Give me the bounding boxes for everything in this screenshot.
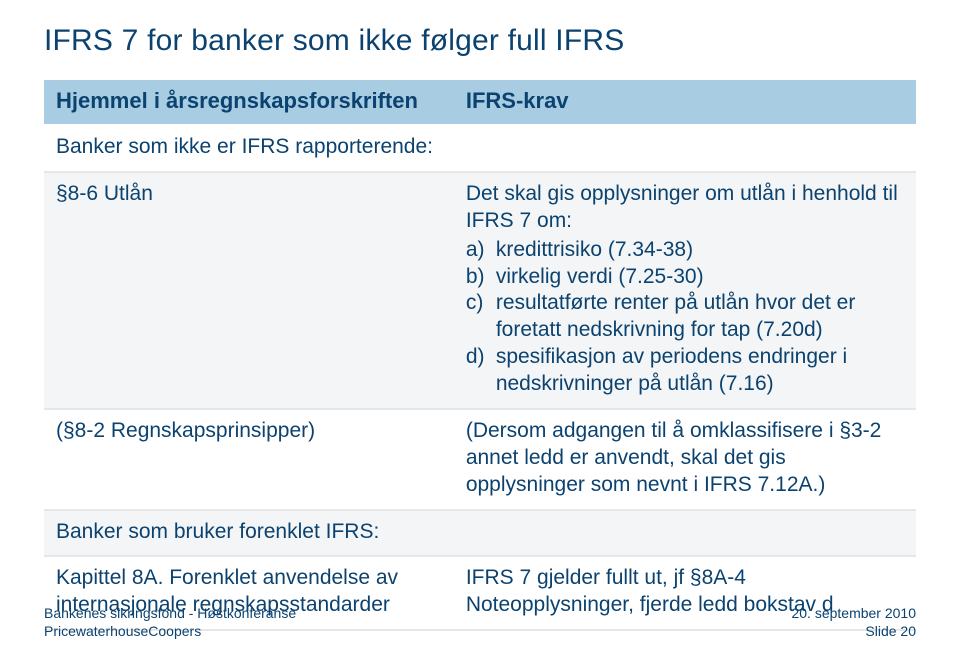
cell-right: Det skal gis opplysninger om utlån i hen… [454, 172, 916, 409]
cell-right-list: a) kredittrisiko (7.34-38) b) virkelig v… [466, 237, 904, 398]
list-label: a) [466, 237, 485, 264]
list-text: virkelig verdi (7.25-30) [496, 265, 704, 288]
list-label: d) [466, 344, 485, 371]
cell-left: §8-6 Utlån [44, 172, 454, 409]
footer-left: Bankenes sikringsfond - Høstkonferanse P… [44, 604, 296, 640]
header-right: IFRS-krav [454, 80, 916, 125]
slide: IFRS 7 for banker som ikke følger full I… [0, 0, 960, 658]
table-row: Banker som bruker forenklet IFRS: [44, 510, 916, 557]
table-header-row: Hjemmel i årsregnskapsforskriften IFRS-k… [44, 80, 916, 125]
cell-right-intro: Det skal gis opplysninger om utlån i hen… [466, 181, 904, 235]
list-text: spesifikasjon av periodens endringer i n… [496, 345, 847, 395]
cell-left: Banker som ikke er IFRS rapporterende: [44, 125, 454, 172]
slide-footer: Bankenes sikringsfond - Høstkonferanse P… [44, 604, 916, 640]
list-text: kredittrisiko (7.34-38) [496, 238, 693, 261]
footer-left-line1: Bankenes sikringsfond - Høstkonferanse [44, 604, 296, 622]
cell-right: (Dersom adgangen til å omklassifisere i … [454, 409, 916, 510]
cell-left: (§8-2 Regnskapsprinsipper) [44, 409, 454, 510]
list-label: b) [466, 264, 485, 291]
list-item: d) spesifikasjon av periodens endringer … [496, 344, 904, 398]
cell-right [454, 125, 916, 172]
footer-left-line2: PricewaterhouseCoopers [44, 622, 296, 640]
cell-left: Banker som bruker forenklet IFRS: [44, 510, 454, 557]
cell-right [454, 510, 916, 557]
footer-right-line1: 20. september 2010 [791, 604, 916, 622]
list-label: c) [466, 290, 484, 317]
table-row: (§8-2 Regnskapsprinsipper) (Dersom adgan… [44, 409, 916, 510]
header-left: Hjemmel i årsregnskapsforskriften [44, 80, 454, 125]
footer-right-line2: Slide 20 [791, 622, 916, 640]
table-row: §8-6 Utlån Det skal gis opplysninger om … [44, 172, 916, 409]
footer-right: 20. september 2010 Slide 20 [791, 604, 916, 640]
table-row: Banker som ikke er IFRS rapporterende: [44, 125, 916, 172]
ifrs-table: Hjemmel i årsregnskapsforskriften IFRS-k… [44, 80, 916, 631]
list-text: resultatførte renter på utlån hvor det e… [496, 291, 856, 341]
page-title: IFRS 7 for banker som ikke følger full I… [44, 24, 916, 58]
list-item: a) kredittrisiko (7.34-38) [496, 237, 904, 264]
list-item: b) virkelig verdi (7.25-30) [496, 264, 904, 291]
list-item: c) resultatførte renter på utlån hvor de… [496, 290, 904, 344]
